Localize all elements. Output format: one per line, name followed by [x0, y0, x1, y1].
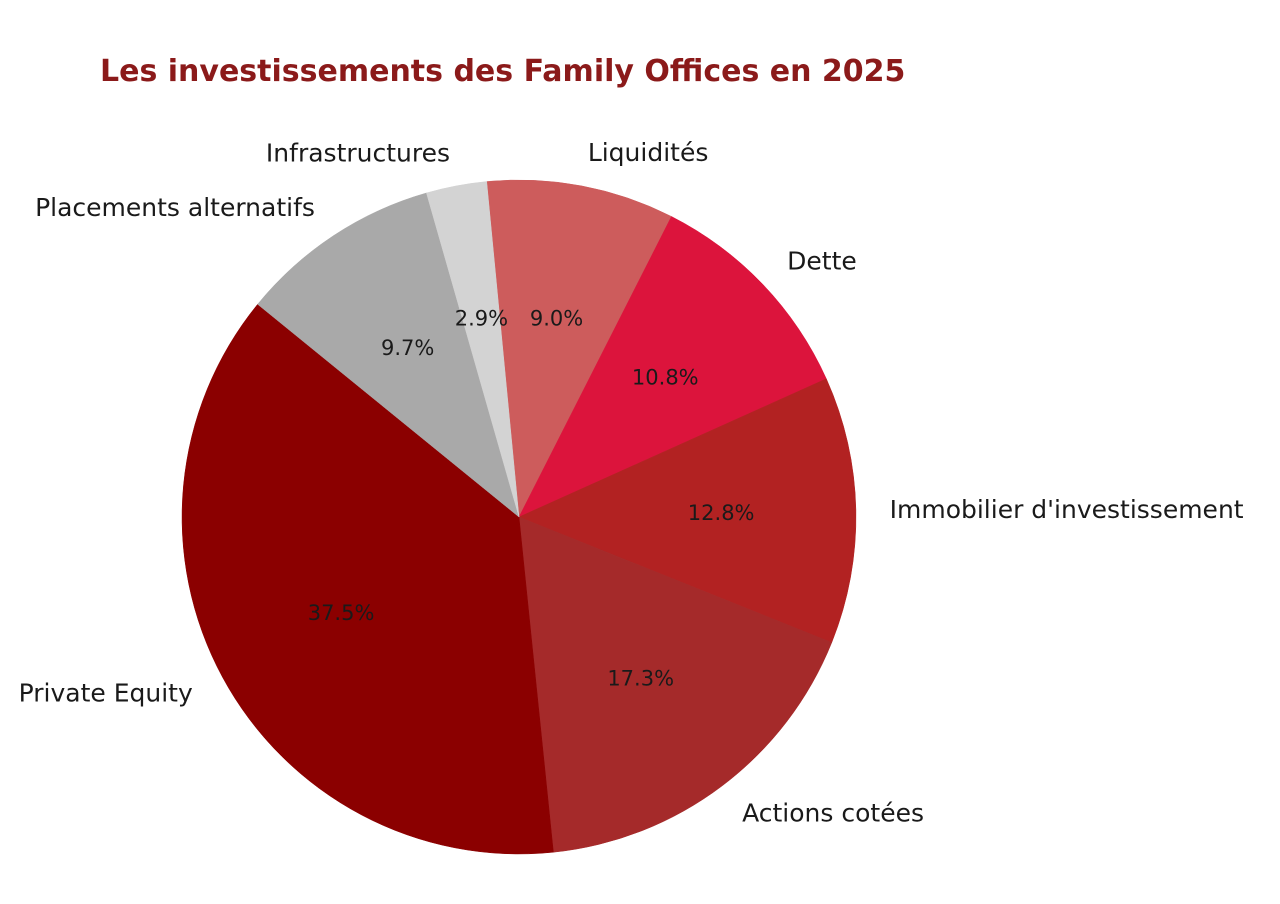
pct-label-liquidites: 9.0%: [530, 306, 583, 330]
pct-label-dette: 10.8%: [632, 365, 699, 389]
slice-label-dette: Dette: [787, 247, 857, 276]
pie-slice-immobilier-d-investissement: [518, 378, 857, 643]
pie-slice-infrastructures: [426, 181, 520, 518]
slice-label-infrastructures: Infrastructures: [266, 138, 450, 167]
pie-slice-private-equity: [181, 303, 554, 855]
slice-label-immobilier-d-investissement: Immobilier d'investissement: [890, 495, 1244, 524]
pct-label-immobilier-d-investissement: 12.8%: [688, 501, 755, 525]
pct-label-infrastructures: 2.9%: [455, 306, 508, 330]
pie-slice-dette: [518, 216, 827, 518]
slice-label-placements-alternatifs: Placements alternatifs: [35, 193, 315, 222]
pie-slice-actions-cotees: [518, 516, 833, 853]
slice-label-actions-cotees: Actions cotées: [742, 799, 924, 828]
chart-title: Les investissements des Family Offices e…: [100, 54, 906, 89]
slice-label-private-equity: Private Equity: [19, 679, 193, 708]
slice-label-liquidites: Liquidités: [588, 138, 709, 167]
pct-label-private-equity: 37.5%: [308, 601, 375, 625]
pie-slice-liquidites: [486, 179, 672, 518]
labels-layer: 9.0% Liquidités 10.8% Dette 12.8% Immobilier …: [19, 138, 1244, 827]
pct-label-placements-alternatifs: 9.7%: [381, 336, 434, 360]
pie-slice-placements-alternatifs: [257, 192, 520, 518]
pct-label-actions-cotees: 17.3%: [607, 666, 674, 690]
slices-layer: [181, 179, 857, 855]
